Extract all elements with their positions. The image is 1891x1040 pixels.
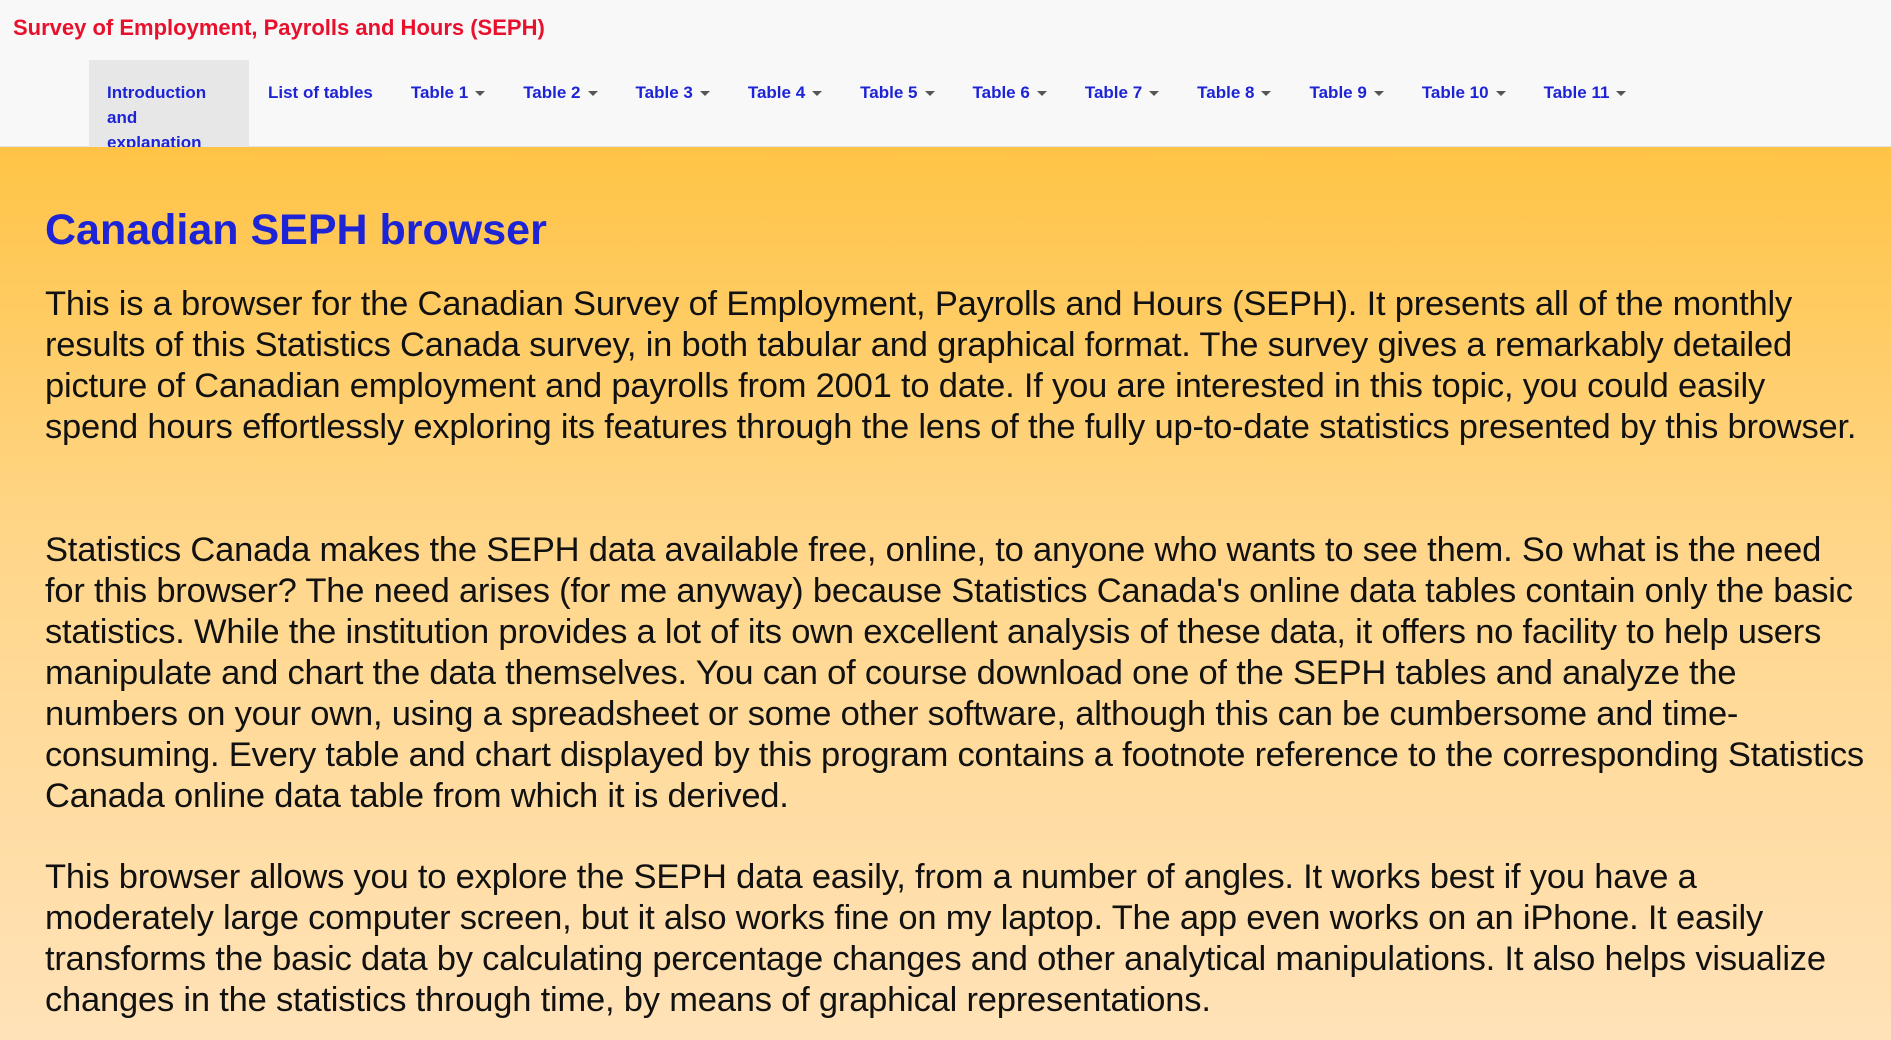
caret-down-icon — [924, 91, 935, 96]
nav-menu: Introduction and explanation List of tab… — [89, 60, 1646, 152]
intro-paragraph-1: This is a browser for the Canadian Surve… — [45, 285, 1857, 446]
intro-paragraph-3: This browser allows you to explore the S… — [45, 858, 1826, 1019]
nav-item-list-of-tables[interactable]: List of tables — [249, 60, 392, 147]
brand-link[interactable]: Survey of Employment, Payrolls and Hours… — [13, 15, 545, 40]
nav-item-label: List of tables — [268, 83, 373, 102]
intro-paragraph-2: Statistics Canada makes the SEPH data av… — [45, 531, 1864, 815]
main-content: Canadian SEPH browser This is a browser … — [0, 147, 1891, 1040]
caret-down-icon — [1495, 91, 1506, 96]
nav-dropdown-table-8[interactable]: Table 8 — [1178, 60, 1290, 147]
nav-item-label: Table 8 — [1197, 83, 1255, 102]
caret-down-icon — [1149, 91, 1160, 96]
top-navbar: Survey of Employment, Payrolls and Hours… — [0, 0, 1891, 152]
nav-dropdown-table-3[interactable]: Table 3 — [617, 60, 729, 147]
nav-item-label: Table 10 — [1421, 83, 1489, 102]
nav-item-label: Table 3 — [635, 83, 693, 102]
caret-down-icon — [812, 91, 823, 96]
nav-item-introduction[interactable]: Introduction and explanation — [89, 60, 249, 152]
nav-item-label: Introduction and explanation — [107, 83, 207, 152]
nav-dropdown-table-4[interactable]: Table 4 — [729, 60, 841, 147]
caret-down-icon — [1261, 91, 1272, 96]
caret-down-icon — [587, 91, 598, 96]
caret-down-icon — [1036, 91, 1047, 96]
nav-dropdown-table-9[interactable]: Table 9 — [1290, 60, 1402, 147]
nav-item-label: Table 4 — [747, 83, 806, 102]
nav-item-label: Table 5 — [860, 83, 918, 102]
nav-dropdown-table-11[interactable]: Table 11 — [1525, 60, 1646, 147]
nav-item-label: Table 11 — [1543, 83, 1610, 102]
caret-down-icon — [1373, 91, 1384, 96]
nav-dropdown-table-6[interactable]: Table 6 — [954, 60, 1066, 147]
nav-dropdown-table-1[interactable]: Table 1 — [392, 60, 504, 147]
nav-item-label: Table 9 — [1309, 83, 1367, 102]
caret-down-icon — [699, 91, 710, 96]
nav-item-label: Table 2 — [523, 83, 581, 102]
nav-item-label: Table 6 — [972, 83, 1030, 102]
nav-item-label: Table 7 — [1084, 83, 1143, 102]
caret-down-icon — [475, 91, 486, 96]
caret-down-icon — [1616, 91, 1627, 96]
nav-dropdown-table-2[interactable]: Table 2 — [504, 60, 616, 147]
nav-item-label: Table 1 — [410, 83, 469, 102]
nav-dropdown-table-7[interactable]: Table 7 — [1066, 60, 1178, 147]
nav-dropdown-table-5[interactable]: Table 5 — [841, 60, 953, 147]
page-title: Canadian SEPH browser — [45, 206, 547, 254]
nav-dropdown-table-10[interactable]: Table 10 — [1403, 60, 1525, 147]
